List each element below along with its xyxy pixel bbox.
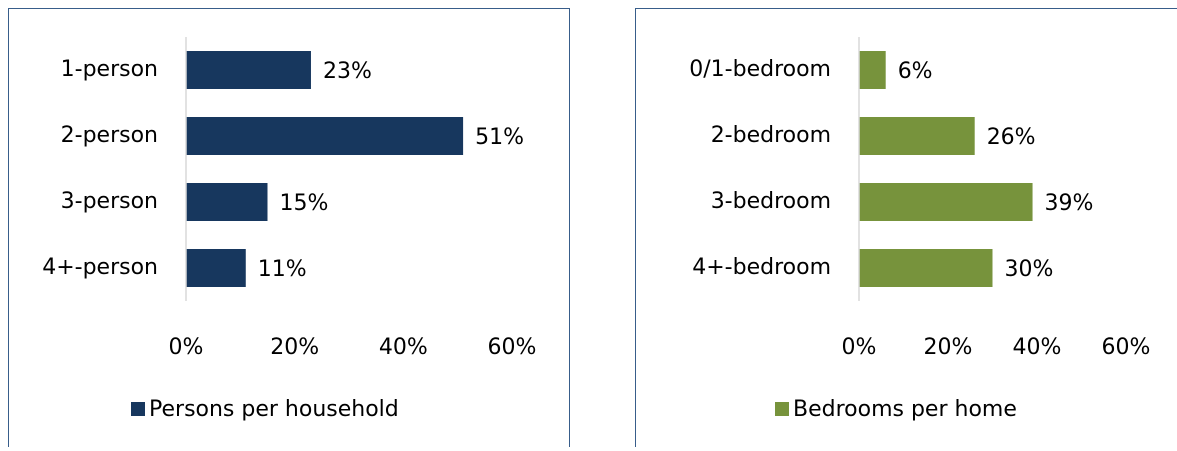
bar xyxy=(859,183,1033,221)
x-tick-label: 60% xyxy=(488,335,537,360)
y-tick-label: 4+-bedroom xyxy=(692,255,831,280)
bar xyxy=(186,117,463,155)
legend-swatch xyxy=(131,402,145,416)
y-tick-label: 0/1-bedroom xyxy=(689,57,831,82)
y-tick-label: 2-bedroom xyxy=(711,123,831,148)
value-label: 30% xyxy=(1005,257,1054,282)
x-tick-label: 20% xyxy=(270,335,319,360)
value-label: 51% xyxy=(475,125,524,150)
y-tick-label: 4+-person xyxy=(42,255,158,280)
legend-swatch xyxy=(775,402,789,416)
x-tick-label: 0% xyxy=(169,335,204,360)
value-label: 6% xyxy=(898,59,933,84)
x-tick-label: 60% xyxy=(1102,335,1151,360)
y-tick-label: 3-person xyxy=(61,189,158,214)
y-tick-label: 3-bedroom xyxy=(711,189,831,214)
x-tick-label: 20% xyxy=(924,335,973,360)
value-label: 39% xyxy=(1045,191,1094,216)
x-tick-label: 40% xyxy=(1013,335,1062,360)
legend-label: Persons per household xyxy=(149,397,399,422)
bar xyxy=(186,51,311,89)
x-tick-label: 0% xyxy=(842,335,877,360)
bar xyxy=(859,249,993,287)
y-tick-label: 1-person xyxy=(61,57,158,82)
y-tick-label: 2-person xyxy=(61,123,158,148)
value-label: 15% xyxy=(280,191,329,216)
bar xyxy=(186,183,268,221)
value-label: 11% xyxy=(258,257,307,282)
value-label: 26% xyxy=(987,125,1036,150)
value-label: 23% xyxy=(323,59,372,84)
bar xyxy=(859,51,886,89)
bar xyxy=(859,117,975,155)
legend-label: Bedrooms per home xyxy=(793,397,1017,422)
bar xyxy=(186,249,246,287)
x-tick-label: 40% xyxy=(379,335,428,360)
